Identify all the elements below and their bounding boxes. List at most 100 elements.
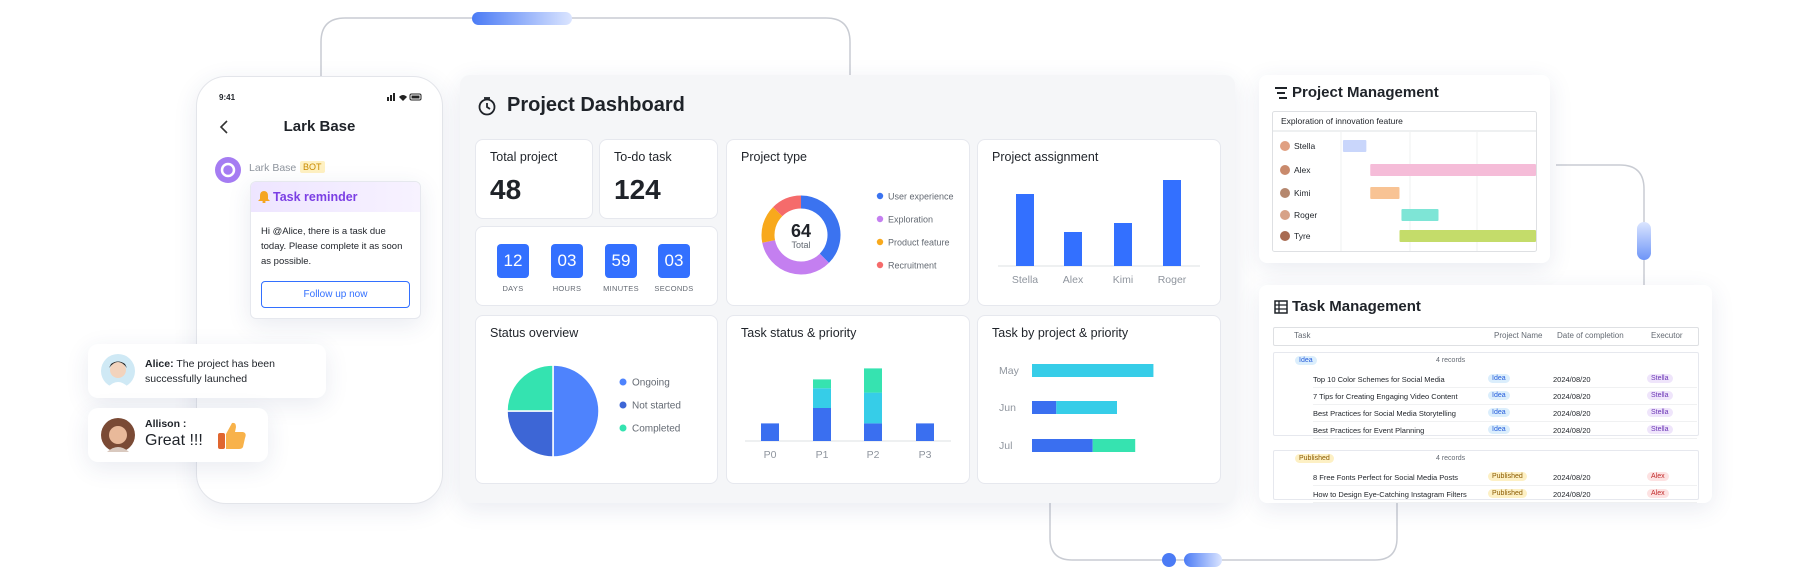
stacked-bar-chart: May Jun Jul [999, 364, 1154, 452]
tag: Alex [1647, 489, 1669, 498]
column-header: Executor [1651, 331, 1683, 340]
rect [218, 433, 225, 449]
bot-tag: BOT [300, 161, 325, 173]
path [107, 447, 129, 452]
circle [478, 98, 496, 116]
task-name: Top 10 Color Schemes for Social Media [1313, 375, 1445, 384]
task-name: 7 Tips for Creating Engaging Video Conte… [1313, 392, 1458, 401]
x-tick-label: Stella [1012, 274, 1038, 286]
gantt-row-name: Tyre [1294, 231, 1311, 241]
donut-segment [761, 207, 783, 243]
pie-segment [506, 410, 554, 458]
path [486, 103, 491, 110]
bar-segment [1032, 401, 1057, 414]
task-date: 2024/08/20 [1553, 409, 1591, 418]
chart-card: Task status & priority P0 P1 P2 P3 [726, 315, 970, 484]
avatar [1280, 210, 1290, 220]
project-management-panel: Project Management Exploration of innova… [1259, 75, 1550, 263]
avatar [1280, 141, 1290, 151]
tag: Published [1488, 472, 1527, 481]
countdown-box [658, 244, 690, 278]
path [107, 382, 129, 388]
gantt-bar [1399, 230, 1536, 242]
legend-label: User experience [888, 192, 954, 202]
follow-up-button[interactable]: Follow up now [261, 281, 410, 308]
countdown-label: MINUTES [603, 284, 639, 293]
gantt-row-name: Kimi [1294, 188, 1311, 198]
donut-chart: User experience Exploration Product featur… [761, 192, 954, 275]
countdown-value: 03 [557, 251, 577, 270]
dashboard-icon [478, 97, 496, 116]
panel-title: Task Management [1292, 298, 1421, 315]
bot-name: Lark Base [249, 162, 297, 174]
row-line [1313, 404, 1697, 405]
card-title: Task by project & priority [992, 326, 1129, 340]
bar [1016, 194, 1034, 266]
path [226, 422, 246, 449]
donut-segment [773, 195, 802, 217]
circle [109, 426, 127, 444]
bar-segment [864, 392, 882, 424]
connector [1556, 164, 1645, 285]
task-name: Best Practices for Social Media Storytel… [1313, 409, 1456, 418]
path [258, 191, 270, 201]
tag: Stella [1647, 374, 1673, 383]
bar-segment [1092, 439, 1136, 452]
connector-dot [1162, 553, 1176, 567]
gantt-bar [1342, 140, 1367, 152]
phone-title: Lark Base [283, 118, 356, 135]
gantt-bar [1370, 164, 1536, 176]
stat-value: 48 [490, 174, 522, 205]
circle [220, 162, 236, 178]
task-name: How to Design Eye-Catching Instagram Fil… [1313, 490, 1467, 499]
connector [320, 17, 851, 80]
column-header: Task [1294, 331, 1311, 340]
legend-label: Exploration [888, 215, 933, 225]
chat-message: Great !!! [145, 432, 203, 449]
circle [110, 362, 126, 378]
donut-total-label: Total [791, 240, 810, 250]
avatar [1280, 231, 1290, 241]
path [109, 361, 127, 368]
rect [411, 95, 420, 99]
task-name: 8 Free Fonts Perfect for Social Media Po… [1313, 473, 1459, 482]
avatar [101, 418, 135, 452]
bell-icon [258, 191, 270, 203]
task-date: 2024/08/20 [1553, 426, 1591, 435]
bar [1114, 223, 1132, 266]
tag: Stella [1647, 408, 1673, 417]
donut-segment [762, 239, 829, 275]
legend-dot [876, 215, 884, 223]
avatar [1280, 165, 1290, 175]
countdown-label: HOURS [552, 284, 582, 293]
panel-title: Project Management [1292, 84, 1439, 101]
connector-pill [1184, 553, 1222, 567]
connector-pill [472, 12, 572, 25]
x-tick-label: Alex [1063, 274, 1084, 286]
path [399, 95, 407, 101]
tag: Alex [1647, 472, 1669, 481]
x-tick-label: P2 [867, 449, 880, 461]
reminder-card: Task reminder Hi @Alice, there is a task… [250, 181, 421, 319]
bar-chart: Stella Alex Kimi Roger [998, 180, 1200, 286]
group-count: 4 records [1436, 455, 1466, 462]
tag: Idea [1488, 391, 1510, 400]
countdown-box [497, 244, 529, 278]
pie-segment [552, 364, 600, 458]
donut-segment [800, 195, 841, 263]
phone: 9:41 Lark Base Lark Base BOT Task remind… [196, 76, 443, 504]
card-text: Hi @Alice, there is a task due today. Pl… [261, 226, 403, 267]
legend-label: Product feature [888, 238, 950, 248]
chat-name: Allison : [145, 418, 187, 430]
legend-dot [619, 424, 627, 432]
stat-label: Total project [490, 150, 558, 164]
stat-card: To-do task 124 [599, 139, 718, 219]
path [219, 120, 228, 134]
card-title: Project type [741, 150, 808, 164]
avatar [101, 354, 135, 388]
path [1275, 87, 1287, 99]
task-name: Best Practices for Event Planning [1313, 426, 1425, 435]
legend-dot [876, 238, 884, 246]
stacked-bar-chart: P0 P1 P2 P3 [745, 368, 951, 461]
back-button[interactable] [217, 119, 231, 135]
